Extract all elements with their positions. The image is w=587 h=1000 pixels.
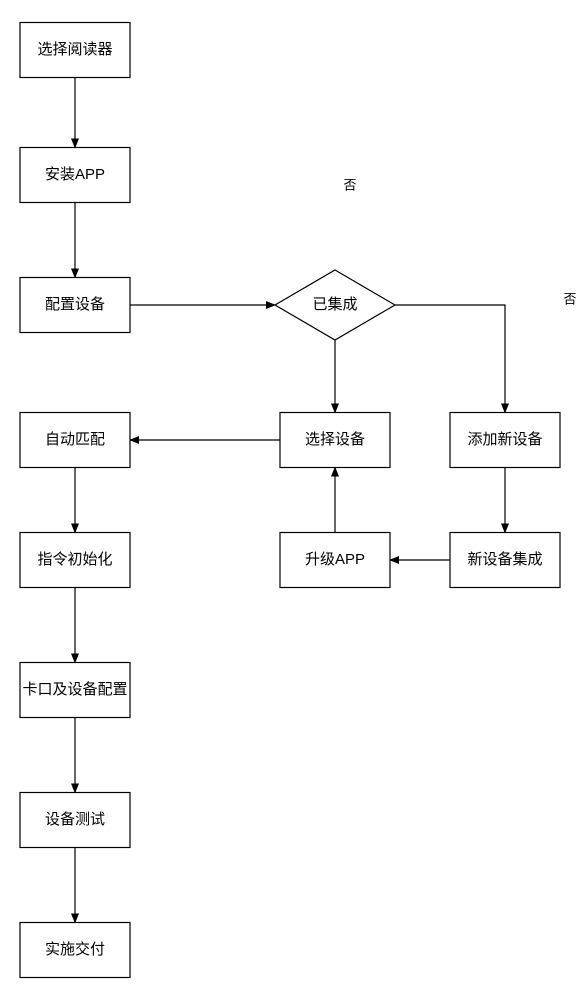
node-label: 已集成 bbox=[312, 296, 357, 313]
process-node: 选择阅读器 bbox=[20, 23, 130, 78]
node-label: 设备测试 bbox=[45, 811, 105, 828]
node-label: 选择阅读器 bbox=[37, 41, 112, 58]
node-label: 卡口及设备配置 bbox=[22, 681, 127, 698]
process-node: 自动匹配 bbox=[20, 413, 130, 468]
node-label: 新设备集成 bbox=[467, 551, 542, 568]
process-node: 选择设备 bbox=[280, 413, 390, 468]
edge bbox=[395, 305, 505, 413]
process-node: 指令初始化 bbox=[20, 533, 130, 588]
process-node: 卡口及设备配置 bbox=[20, 663, 130, 718]
edge-label: 否 bbox=[563, 291, 576, 306]
nodes-layer: 选择阅读器安装APP 配置设备 已集成自动匹配 选择设备 添加新设备指令初始化 升级APP… bbox=[20, 23, 560, 978]
process-node: 添加新设备 bbox=[450, 413, 560, 468]
node-label: 选择设备 bbox=[305, 431, 365, 448]
node-label: 安装APP bbox=[45, 166, 105, 183]
process-node: 设备测试 bbox=[20, 793, 130, 848]
node-label: 添加新设备 bbox=[467, 431, 542, 448]
flowchart-canvas: 否否选择阅读器安装APP配置设备已集成自动匹配选择设备添加新设备指令初始化升级A… bbox=[0, 0, 587, 1000]
node-label: 配置设备 bbox=[45, 296, 105, 313]
node-label: 升级APP bbox=[305, 551, 365, 568]
process-node: 安装APP bbox=[20, 148, 130, 203]
process-node: 实施交付 bbox=[20, 923, 130, 978]
edge-label: 否 bbox=[343, 178, 356, 193]
process-node: 新设备集成 bbox=[450, 533, 560, 588]
process-node: 配置设备 bbox=[20, 278, 130, 333]
node-label: 指令初始化 bbox=[37, 551, 112, 568]
decision-node: 已集成 bbox=[275, 270, 395, 340]
node-label: 实施交付 bbox=[45, 940, 105, 958]
process-node: 升级APP bbox=[280, 533, 390, 588]
edges-layer: 否否 bbox=[75, 78, 577, 923]
node-label: 自动匹配 bbox=[45, 431, 105, 448]
